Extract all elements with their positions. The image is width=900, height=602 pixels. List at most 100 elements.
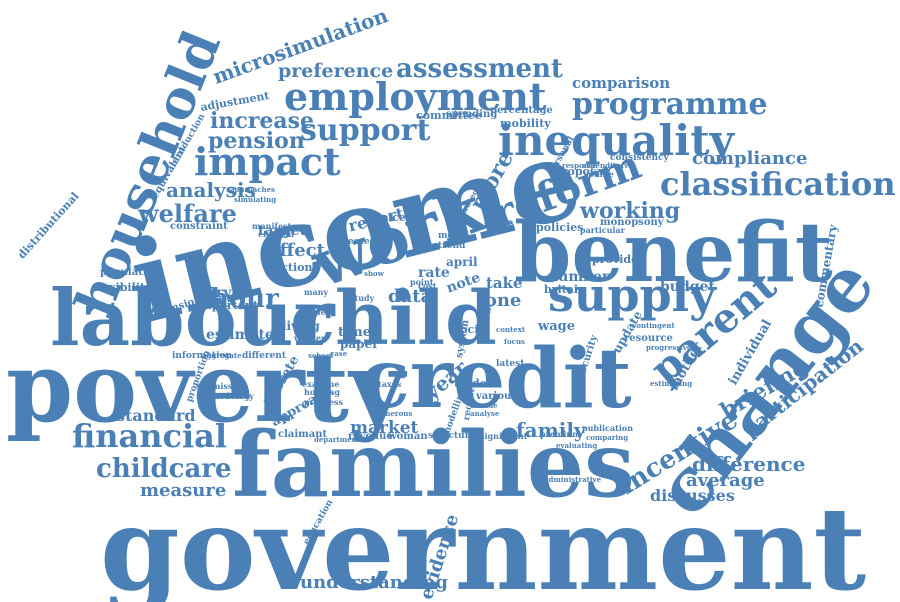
word-policies: policies bbox=[536, 221, 584, 234]
word-administrative: administrative bbox=[544, 475, 602, 484]
word-decade: decade bbox=[470, 401, 498, 410]
word-constraint: constraint bbox=[170, 221, 228, 232]
word-choice: choice bbox=[366, 211, 406, 224]
word-publication: publication bbox=[582, 423, 634, 433]
word-estimate: estimate bbox=[206, 327, 274, 343]
word-provide: provide bbox=[592, 253, 639, 266]
word-many: many bbox=[304, 287, 329, 297]
word-wage: wage bbox=[538, 319, 575, 334]
word-source: source bbox=[584, 169, 614, 179]
word-mobility: mobility bbox=[500, 117, 551, 130]
word-budget: budget bbox=[660, 279, 715, 295]
word-britain: britain bbox=[544, 283, 587, 296]
word-manifesto: manifesto bbox=[252, 221, 297, 231]
word-preference: preference bbox=[278, 60, 394, 82]
word-committee: committee bbox=[416, 109, 482, 122]
word-information: information bbox=[172, 351, 233, 361]
word-resource: resource bbox=[624, 333, 673, 344]
word-submission: submission bbox=[196, 381, 247, 391]
word-measure: measure bbox=[140, 480, 227, 501]
word-woman: woman bbox=[388, 431, 428, 442]
word-examine: examine bbox=[302, 379, 340, 389]
word-market: market bbox=[350, 418, 419, 438]
word-living: living bbox=[282, 319, 320, 333]
word-working: working bbox=[580, 198, 681, 224]
word-model: model bbox=[438, 231, 469, 241]
word-section: section bbox=[268, 261, 313, 274]
word-important: important bbox=[196, 299, 258, 312]
word-distributional: distributional bbox=[15, 189, 82, 262]
word-estimating: estimating bbox=[650, 379, 693, 388]
word-school: school bbox=[308, 351, 334, 360]
word-data: data bbox=[388, 286, 433, 307]
word-focus: focus bbox=[504, 337, 525, 346]
word-supply: supply bbox=[548, 268, 716, 322]
word-generous: generous bbox=[376, 409, 413, 418]
word-significant: significant bbox=[480, 431, 528, 441]
word-cost: cost bbox=[418, 281, 437, 291]
word-discusses: discusses bbox=[650, 486, 735, 505]
word-flexibility: flexibility bbox=[94, 281, 152, 294]
word-department: department bbox=[314, 435, 360, 444]
word-government: government bbox=[100, 482, 867, 602]
word-particular: particular bbox=[580, 225, 625, 235]
word-financial: financial bbox=[72, 417, 228, 455]
word-comparison: comparison bbox=[572, 74, 671, 92]
word-response: response bbox=[562, 161, 598, 170]
word-progress: progress bbox=[304, 397, 344, 407]
word-population: population bbox=[100, 267, 161, 278]
word-take: take bbox=[486, 274, 523, 292]
word-evaluating: evaluating bbox=[556, 441, 598, 450]
word-premium: premium bbox=[540, 429, 581, 439]
word-credit: credit bbox=[360, 331, 632, 427]
word-contingent: contingent bbox=[632, 321, 675, 330]
word-structure: structure bbox=[428, 431, 476, 441]
word-poverty: poverty bbox=[6, 331, 405, 444]
word-assesses: assesses bbox=[332, 237, 375, 247]
word-different: different bbox=[242, 351, 286, 361]
word-pension: pension bbox=[208, 128, 305, 154]
word-effect: effect bbox=[268, 240, 325, 261]
word-rate: rate bbox=[418, 265, 450, 281]
word-lone: lone bbox=[478, 290, 522, 311]
word-trade: trade bbox=[454, 377, 487, 390]
word-aggregate: aggregate bbox=[202, 351, 242, 360]
word-expenditure: expenditure bbox=[582, 161, 630, 170]
word-point: point bbox=[410, 277, 434, 287]
word-case: case bbox=[330, 349, 348, 358]
word-methodology: methodology bbox=[196, 391, 254, 401]
word-revenue: revenue bbox=[348, 431, 393, 442]
word-labour: labour bbox=[50, 273, 335, 364]
word-welfare: welfare bbox=[138, 199, 237, 228]
word-survey: survey bbox=[198, 285, 249, 301]
word-monopsony: monopsony bbox=[600, 217, 664, 228]
word-various: various bbox=[476, 391, 517, 402]
word-april: april bbox=[446, 255, 478, 269]
word-analysis: analysis bbox=[166, 178, 256, 202]
word-social: social bbox=[454, 323, 490, 336]
word-paper: paper bbox=[340, 337, 379, 351]
word-approaches: approaches bbox=[230, 185, 275, 194]
word-average: average bbox=[686, 470, 765, 491]
word-time: time bbox=[338, 325, 371, 340]
word-target: target bbox=[258, 223, 307, 239]
word-consistency: consistency bbox=[610, 153, 669, 163]
word-families: families bbox=[232, 412, 635, 518]
word-classification: classification bbox=[660, 165, 896, 203]
word-show: show bbox=[364, 269, 384, 278]
word-standard: standard bbox=[116, 406, 196, 425]
word-childcare: childcare bbox=[96, 454, 232, 484]
word-claimant: claimant bbox=[278, 429, 328, 440]
word-number: number bbox=[548, 269, 610, 285]
word-comparing: comparing bbox=[586, 433, 629, 442]
word-compliance: compliance bbox=[692, 148, 808, 169]
word-family: family bbox=[516, 418, 586, 442]
word-child: child bbox=[290, 276, 497, 362]
word-trend: trend bbox=[438, 241, 466, 251]
word-increase: increase bbox=[210, 108, 314, 134]
word-percentage: percentage bbox=[490, 105, 553, 116]
word-impact: impact bbox=[194, 139, 341, 184]
word-study: study bbox=[350, 293, 375, 303]
word-benefit: benefit bbox=[514, 205, 833, 301]
word-spending: spending bbox=[446, 109, 498, 120]
